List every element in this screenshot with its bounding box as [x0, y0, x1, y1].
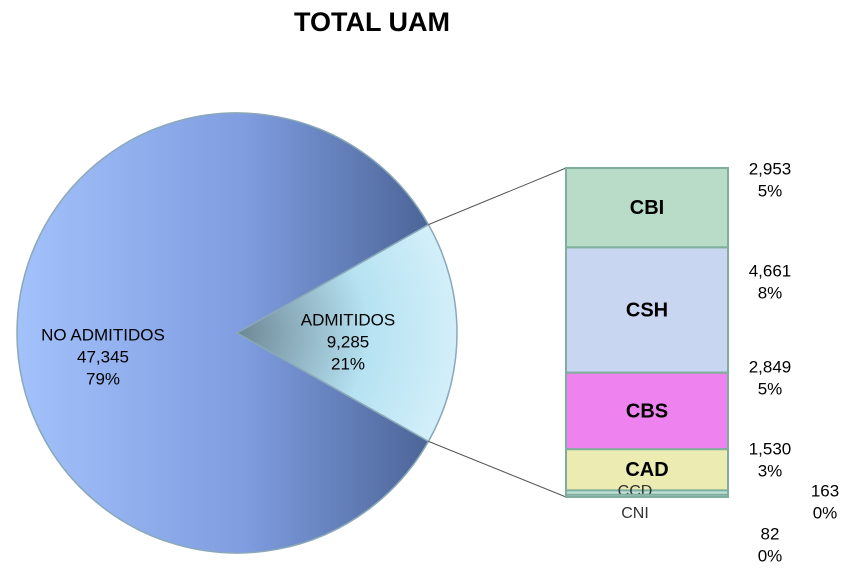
segment-label: CBS	[626, 400, 668, 422]
pie-slice	[16, 112, 430, 554]
segment-label: CSH	[626, 299, 668, 321]
segment-percent-label: 3%	[758, 461, 783, 480]
segment-percent-label: 5%	[758, 181, 783, 200]
segment-label: CBI	[630, 197, 664, 219]
pie-value-label: 9,285	[327, 332, 370, 351]
pie-percent-label: 21%	[331, 354, 365, 373]
pie-label: ADMITIDOS	[301, 310, 395, 329]
bar-segment	[565, 493, 729, 499]
bar-segment	[565, 167, 729, 249]
pie-label: NO ADMITIDOS	[41, 325, 165, 344]
connector	[428, 167, 567, 226]
connector	[428, 440, 567, 498]
segment-value-label: 2,953	[749, 159, 792, 178]
segment-percent-label: 0%	[758, 546, 783, 565]
segment-label: CAD	[625, 459, 668, 481]
segment-label: CNI	[621, 505, 649, 522]
segment-percent-label: 0%	[813, 503, 838, 522]
chart-title: TOTAL UAM	[294, 7, 450, 37]
segment-percent-label: 5%	[758, 379, 783, 398]
segment-value-label: 163	[811, 481, 839, 500]
pie-percent-label: 79%	[86, 369, 120, 388]
pie-value-label: 47,345	[77, 347, 129, 366]
bar-segment	[565, 246, 729, 374]
segment-value-label: 1,530	[749, 439, 792, 458]
segment-percent-label: 8%	[758, 283, 783, 302]
segment-value-label: 82	[761, 524, 780, 543]
pie-slice	[235, 223, 458, 443]
segment-value-label: 2,849	[749, 357, 792, 376]
segment-value-label: 4,661	[749, 261, 792, 280]
